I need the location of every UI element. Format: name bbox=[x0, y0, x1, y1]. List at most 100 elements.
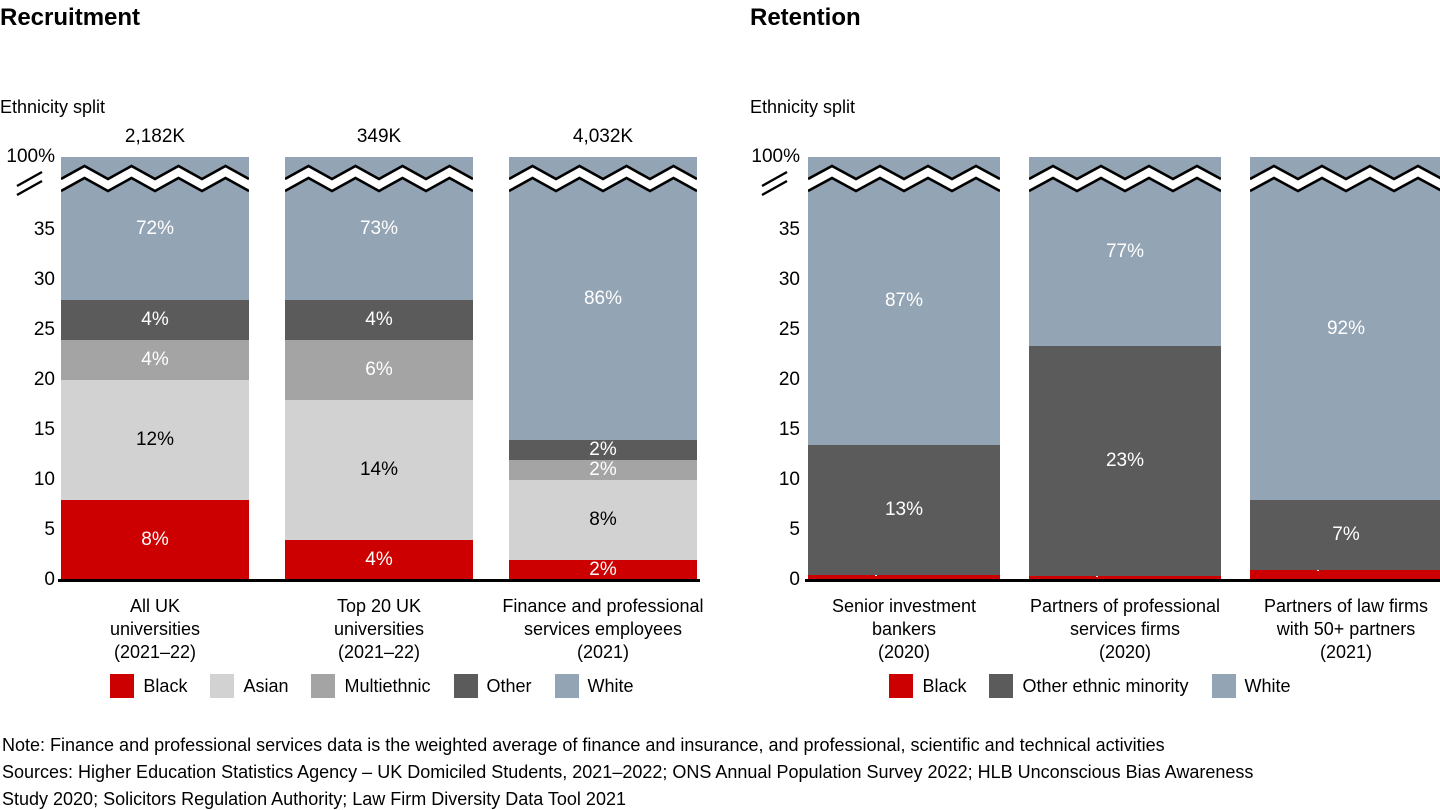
bar-segment bbox=[61, 380, 249, 500]
bar-segment bbox=[509, 460, 697, 480]
x-axis-category-line: (2021–22) bbox=[113, 642, 197, 662]
legend-swatch-white bbox=[1211, 674, 1236, 698]
axis-break-icon bbox=[760, 167, 790, 197]
bar-segment bbox=[285, 340, 473, 400]
y-axis-tick-label: 10 bbox=[778, 469, 800, 490]
legend-item: Black bbox=[110, 674, 187, 698]
x-axis-category-line: Finance and professional bbox=[502, 596, 704, 616]
legend-item: Multiethnic bbox=[311, 674, 431, 698]
y-axis-tick-label: 10 bbox=[33, 469, 55, 490]
bar-axis-break-zigzag-icon bbox=[808, 160, 1000, 196]
segment-label: 6% bbox=[365, 359, 393, 380]
legend-label: White bbox=[1244, 676, 1291, 696]
bar-segment bbox=[509, 480, 697, 560]
y-axis-top-label: 100% bbox=[751, 146, 800, 167]
bar-axis-break-zigzag-icon bbox=[285, 160, 473, 196]
bar-segment bbox=[285, 540, 473, 580]
footnote-line: Study 2020; Solicitors Regulation Author… bbox=[2, 789, 626, 809]
bar-segment bbox=[808, 157, 1000, 445]
x-axis-category-label: Partners of law firms with 50+ partners (2… bbox=[1218, 595, 1440, 664]
x-axis-category-line: services employees bbox=[523, 619, 683, 639]
x-axis-category-line: universities bbox=[333, 619, 425, 639]
segment-label: 2% bbox=[589, 559, 617, 580]
y-axis-tick-label: 35 bbox=[778, 219, 800, 240]
bar-segment bbox=[509, 157, 697, 440]
legend-item: Other ethnic minority bbox=[989, 674, 1189, 698]
x-axis-category-label: Top 20 UK universities (2021–22) bbox=[253, 595, 505, 664]
bar-segment bbox=[808, 445, 1000, 575]
legend-item: Other bbox=[453, 674, 532, 698]
axis-title-retention: Ethnicity split bbox=[750, 97, 856, 117]
stacked-bar: 1.0%7%92% bbox=[1250, 157, 1440, 580]
segment-label: 7% bbox=[1332, 524, 1360, 545]
y-axis-top-label: 100% bbox=[6, 146, 55, 167]
bar-segment bbox=[285, 300, 473, 340]
segment-label: 86% bbox=[583, 287, 623, 309]
legend-swatch-other bbox=[453, 674, 478, 698]
stacked-bar: 2% 8% 2% 2% 86% bbox=[509, 157, 697, 580]
stacked-bar: 4% 14% 6% 4% 73% bbox=[285, 157, 473, 580]
legend-swatch-black bbox=[110, 674, 135, 698]
segment-label: 14% bbox=[359, 459, 399, 480]
bar-segment bbox=[1250, 157, 1440, 500]
segment-label: 23% bbox=[1105, 450, 1145, 471]
x-axis-category-line: universities bbox=[109, 619, 201, 639]
legend-label: Asian bbox=[243, 676, 289, 696]
x-axis-category-line: (2020) bbox=[877, 642, 931, 662]
x-axis-category-line: Top 20 UK bbox=[336, 596, 422, 616]
bar-axis-break-zigzag-icon bbox=[1029, 160, 1221, 196]
legend-item: Asian bbox=[210, 674, 288, 698]
bar-segment bbox=[509, 560, 697, 580]
y-axis-tick-label: 25 bbox=[778, 319, 800, 340]
axis-break-icon bbox=[15, 167, 45, 197]
segment-label: 87% bbox=[884, 290, 924, 311]
segment-label: 8% bbox=[589, 509, 617, 530]
bar-total-label: 349K bbox=[356, 126, 402, 147]
segment-label: 4% bbox=[141, 349, 169, 370]
bar-segment bbox=[1029, 346, 1221, 576]
x-axis-category-line: with 50+ partners bbox=[1276, 619, 1416, 639]
bar-total-label: 2,182K bbox=[124, 126, 186, 147]
x-axis-category-line: All UK bbox=[129, 596, 180, 616]
segment-label: 4% bbox=[141, 309, 169, 330]
legend-swatch-white bbox=[554, 674, 579, 698]
x-axis-category-line: (2020) bbox=[1098, 642, 1152, 662]
y-axis-tick-label: 20 bbox=[33, 369, 55, 390]
y-axis-tick-label: 5 bbox=[44, 519, 55, 540]
bar-segment bbox=[509, 440, 697, 460]
stacked-bar: 0.4%23%77% bbox=[1029, 157, 1221, 580]
bar-axis-break-zigzag-icon bbox=[509, 160, 697, 196]
x-axis-category-line: Senior investment bbox=[831, 596, 977, 616]
x-axis-category-line: Partners of professional bbox=[1029, 596, 1221, 616]
x-axis-line bbox=[805, 579, 1440, 582]
bar-segment bbox=[1250, 570, 1440, 580]
y-axis-tick-label: 30 bbox=[778, 269, 800, 290]
segment-label: 72% bbox=[135, 217, 175, 239]
y-axis-tick-label: 15 bbox=[778, 419, 800, 440]
legend: Black Asian Multiethnic Other White bbox=[0, 674, 772, 698]
y-axis-tick-label: 5 bbox=[789, 519, 800, 540]
y-axis-tick-label: 0 bbox=[44, 569, 55, 590]
x-axis-line bbox=[58, 579, 700, 582]
legend-label: Other bbox=[486, 676, 532, 696]
bar-segment bbox=[808, 575, 1000, 580]
stacked-bar: 8% 12% 4% 4% 72% bbox=[61, 157, 249, 580]
y-axis-tick-label: 15 bbox=[33, 419, 55, 440]
x-axis-category-line: (2021) bbox=[576, 642, 630, 662]
legend-item: White bbox=[1211, 674, 1291, 698]
bar-axis-break-zigzag-icon bbox=[61, 160, 249, 196]
x-axis-category-label: Finance and professional services employe… bbox=[477, 595, 729, 664]
x-axis-category-line: Partners of law firms bbox=[1263, 596, 1429, 616]
footnote: Note: Finance and professional services … bbox=[2, 732, 1253, 810]
stacked-bar: 0.5%13%87% bbox=[808, 157, 1000, 580]
bar-segment bbox=[1029, 576, 1221, 580]
footnote-line: Sources: Higher Education Statistics Age… bbox=[2, 762, 1254, 782]
legend-label: White bbox=[587, 676, 634, 696]
segment-label: 2% bbox=[589, 459, 617, 480]
footnote-line: Note: Finance and professional services … bbox=[2, 735, 1165, 755]
segment-label: 8% bbox=[141, 529, 169, 550]
y-axis-tick-label: 0 bbox=[789, 569, 800, 590]
y-axis-tick-label: 25 bbox=[33, 319, 55, 340]
